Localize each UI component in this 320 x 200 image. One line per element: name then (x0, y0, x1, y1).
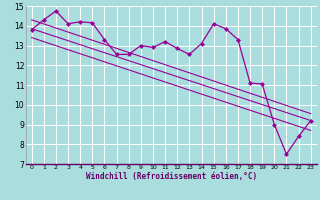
X-axis label: Windchill (Refroidissement éolien,°C): Windchill (Refroidissement éolien,°C) (86, 172, 257, 181)
